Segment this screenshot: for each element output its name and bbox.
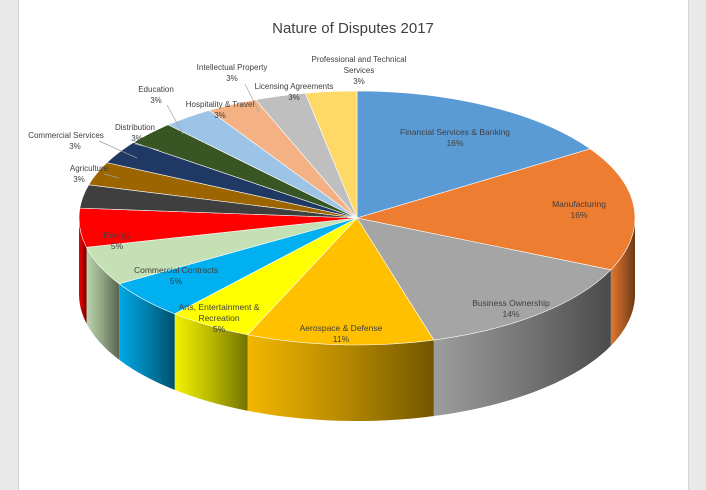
pie-label-agriculture-name: Agriculture — [70, 164, 109, 173]
pie-label-education-value: 3% — [150, 96, 162, 105]
pie-label-professional-and-technical-services-value: 3% — [353, 77, 365, 86]
pie-label-aerospace-defense-name: Aerospace & Defense — [300, 323, 383, 333]
pie-label-hospitality-travel-name: Hospitality & Travel — [186, 100, 255, 109]
pie-label-hospitality-travel-value: 3% — [214, 111, 226, 120]
pie-label-manufacturing-value: 16% — [570, 210, 587, 220]
pie-label-commercial-services-value: 3% — [69, 142, 81, 151]
pie-label-aerospace-defense-value: 11% — [333, 334, 350, 344]
pie-slice-professional-and-technical-services — [304, 90, 358, 219]
pie-label-professional-and-technical-services-line-1: Services — [344, 66, 375, 75]
pie-label-energy-value: 5% — [111, 241, 124, 251]
slice-side-slice-7-shade — [79, 218, 87, 324]
pie-slice-financial-services-banking — [356, 90, 591, 219]
pie-label-agriculture-value: 3% — [73, 175, 85, 184]
pie-label-arts-entertainment-recreation-value: 5% — [213, 324, 226, 334]
pie-label-manufacturing-name: Manufacturing — [552, 199, 606, 209]
pie-label-commercial-contracts-name: Commercial Contracts — [134, 265, 218, 275]
pie-slice-aerospace-defense — [247, 217, 435, 346]
pie-slices — [78, 90, 636, 346]
pie-label-intellectual-property-name: Intellectual Property — [197, 63, 268, 72]
pie-label-business-ownership-value: 14% — [502, 309, 519, 319]
pie-slice-business-ownership — [356, 217, 612, 341]
pie-label-licensing-agreements-name: Licensing Agreements — [255, 82, 334, 91]
pie-label-intellectual-property-leader-line — [244, 83, 260, 113]
slice-side-commercial-contracts-shade — [119, 283, 175, 390]
slice-side-energy-shade — [86, 247, 120, 360]
chart-title: Nature of Disputes 2017 — [272, 20, 434, 37]
pie-label-business-ownership-name: Business Ownership — [472, 298, 550, 308]
pie-label-education-leader-line — [166, 104, 184, 135]
slice-side-business-ownership-shade — [433, 269, 611, 417]
pie-label-intellectual-property-value: 3% — [226, 74, 238, 83]
pie-label-licensing-agreements-value: 3% — [288, 93, 300, 102]
pie-label-commercial-services-name: Commercial Services — [28, 131, 104, 140]
pie-label-commercial-services-leader-line — [98, 140, 138, 159]
pie-slice-manufacturing — [356, 148, 636, 271]
pie-label-distribution-name: Distribution — [115, 123, 155, 132]
slice-side-aerospace-defense-shade — [247, 334, 434, 421]
pie-label-agriculture-leader-line — [103, 173, 120, 179]
pie-label-financial-services-banking-value: 16% — [446, 138, 463, 148]
pie-label-commercial-contracts-value: 5% — [170, 276, 183, 286]
slice-side-arts-entertainment-recreation-shade — [174, 313, 248, 411]
pie-label-education-name: Education — [138, 85, 174, 94]
pie-chart: Nature of Disputes 2017 Financial Servic… — [28, 20, 636, 421]
pie-labels: Financial Services & Banking16%Manufactu… — [28, 55, 606, 344]
chart-area: Nature of Disputes 2017 Financial Servic… — [18, 0, 689, 490]
slice-side-manufacturing-shade — [610, 218, 635, 346]
pie-sides — [79, 218, 635, 421]
pie-label-arts-entertainment-recreation-line-1: Recreation — [198, 313, 239, 323]
pie-label-distribution-value: 3% — [131, 134, 143, 143]
pie-label-financial-services-banking-name: Financial Services & Banking — [400, 127, 510, 137]
pie-label-energy-name: Energy — [104, 230, 132, 240]
pie-label-distribution-leader-line — [134, 143, 160, 151]
pie-label-arts-entertainment-recreation-line-0: Arts, Entertainment & — [179, 302, 260, 312]
pie-label-professional-and-technical-services-line-0: Professional and Technical — [311, 55, 406, 64]
